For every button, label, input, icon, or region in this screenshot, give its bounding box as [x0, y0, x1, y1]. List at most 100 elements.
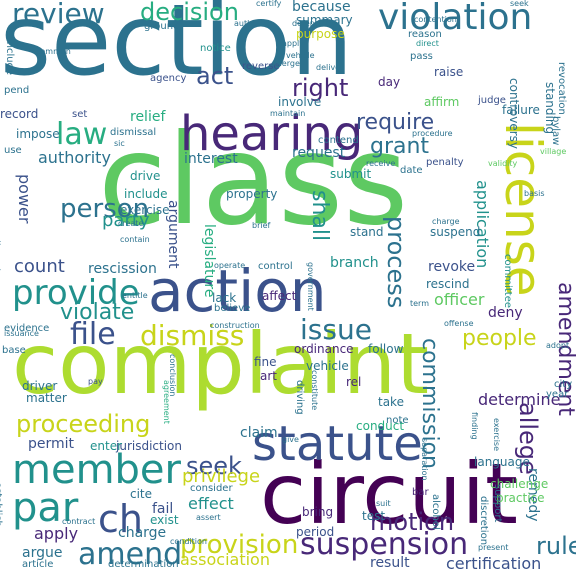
word: fine: [254, 355, 277, 369]
word: contract: [62, 517, 96, 526]
word: village: [540, 147, 567, 156]
word: give: [282, 435, 299, 444]
word: interest: [184, 151, 238, 167]
word: create: [118, 219, 144, 228]
word: result: [370, 555, 410, 571]
word: action: [148, 257, 327, 325]
word: officer: [434, 290, 485, 309]
word: certify: [256, 0, 282, 8]
word: notice: [200, 43, 231, 54]
word: condition: [170, 537, 207, 546]
word: people: [462, 326, 537, 351]
word: provision: [180, 530, 299, 560]
word: charge: [432, 217, 460, 226]
word: apply: [34, 524, 79, 543]
word: revoke: [428, 259, 476, 275]
word: agency: [150, 73, 187, 84]
word: control: [258, 261, 293, 272]
word: statute: [252, 416, 423, 472]
word: use: [4, 145, 22, 156]
word: submit: [330, 167, 372, 181]
word: city: [554, 379, 573, 390]
word: shall: [307, 190, 332, 242]
word: date: [400, 165, 423, 176]
word: contention: [414, 15, 457, 24]
word: dismiss: [140, 319, 245, 352]
word: certification: [446, 554, 542, 573]
word: rescind: [426, 277, 470, 291]
word: government: [306, 262, 315, 311]
word: lack: [212, 291, 237, 305]
word: ground: [144, 21, 180, 32]
word: complaint: [12, 315, 430, 413]
word: common: [36, 47, 71, 56]
word: controversy: [507, 78, 521, 150]
word: determination: [108, 559, 179, 570]
word: pay: [88, 377, 103, 386]
word: reverse: [242, 61, 280, 72]
word: amend: [78, 537, 183, 572]
word: argue: [22, 545, 63, 561]
word: person: [60, 194, 150, 224]
word: period: [296, 525, 335, 539]
word: claim: [240, 425, 278, 441]
word: conduct: [356, 419, 405, 433]
word: vehicle: [286, 51, 315, 60]
word: believe: [214, 303, 251, 314]
word: motion: [370, 508, 455, 536]
word: test: [362, 509, 386, 523]
word: assert: [196, 513, 221, 522]
word: jurisdiction: [116, 439, 182, 453]
word: suspension: [300, 527, 469, 562]
word: privilege: [182, 466, 261, 487]
word: procedure: [412, 129, 453, 138]
word: article: [22, 559, 54, 570]
word: maintain: [270, 109, 306, 118]
word: base: [2, 345, 26, 356]
word: deny: [488, 305, 523, 321]
word: matter: [26, 391, 67, 405]
word: vehicle: [306, 359, 349, 373]
word: suspend: [430, 225, 481, 239]
word: authority: [38, 148, 111, 167]
word: rescission: [88, 261, 157, 277]
word: challenge: [490, 477, 549, 491]
word: power: [15, 174, 34, 224]
word: class: [98, 108, 409, 253]
word: separation: [420, 438, 429, 481]
word: enter: [90, 439, 123, 453]
word: contain: [120, 235, 150, 244]
word: affirm: [424, 95, 460, 109]
word: deliver: [316, 63, 344, 72]
word: exercise: [492, 418, 501, 452]
word: adopt: [546, 341, 570, 350]
word: affect: [262, 289, 297, 303]
word: alcohol: [430, 494, 441, 530]
word: apply: [282, 39, 305, 48]
word: defendants: [292, 19, 338, 28]
word: stand: [350, 225, 384, 239]
word: count: [14, 256, 65, 277]
word: branch: [330, 255, 379, 271]
word: association: [180, 550, 270, 569]
word: law: [56, 117, 108, 152]
word: decision: [140, 0, 239, 26]
word: penalty: [426, 157, 464, 168]
word: practice: [496, 491, 545, 505]
word: driver: [22, 379, 58, 393]
word: judge: [478, 95, 506, 106]
word: exist: [150, 513, 179, 527]
word: property: [226, 187, 278, 201]
word: brief: [252, 221, 271, 230]
word: par: [12, 485, 79, 531]
word: exercise: [120, 203, 170, 217]
word: cite: [130, 487, 153, 501]
word: language: [474, 455, 530, 469]
word: provide: [12, 273, 140, 313]
word: proceeding: [16, 410, 151, 438]
word: process: [382, 216, 410, 309]
word: sic: [114, 139, 125, 148]
word: failure: [502, 103, 540, 117]
word: establish: [0, 482, 3, 527]
